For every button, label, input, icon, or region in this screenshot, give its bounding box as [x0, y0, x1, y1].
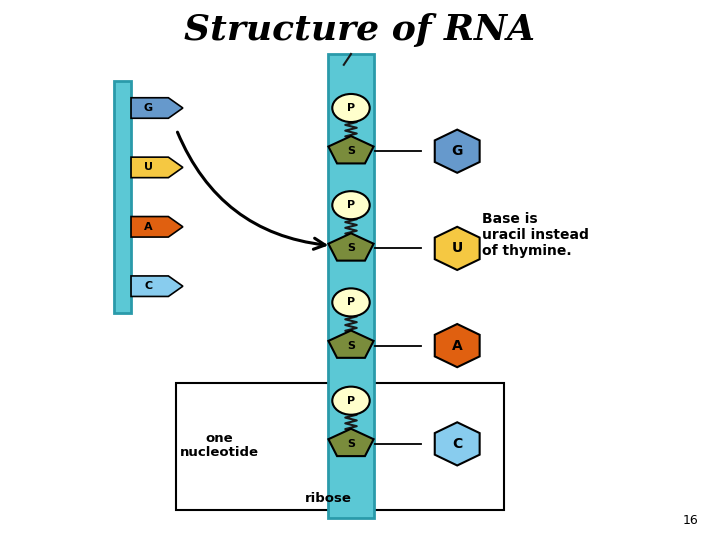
- Text: one
nucleotide: one nucleotide: [180, 431, 259, 460]
- Polygon shape: [131, 98, 183, 118]
- Text: S: S: [347, 439, 355, 449]
- Text: S: S: [347, 244, 355, 253]
- Bar: [328, 54, 374, 518]
- Circle shape: [333, 191, 370, 219]
- Text: P: P: [347, 103, 355, 113]
- Bar: [114, 81, 131, 313]
- Bar: [176, 383, 504, 510]
- Polygon shape: [435, 130, 480, 173]
- Text: P: P: [347, 298, 355, 307]
- Polygon shape: [131, 157, 183, 178]
- Circle shape: [333, 288, 370, 316]
- Circle shape: [333, 387, 370, 415]
- Polygon shape: [435, 227, 480, 270]
- Text: G: G: [451, 144, 463, 158]
- Text: P: P: [347, 396, 355, 406]
- Polygon shape: [131, 276, 183, 296]
- Text: C: C: [452, 437, 462, 451]
- Text: Base is
uracil instead
of thymine.: Base is uracil instead of thymine.: [482, 212, 589, 258]
- Text: U: U: [144, 163, 153, 172]
- Polygon shape: [328, 330, 374, 358]
- Text: S: S: [347, 341, 355, 350]
- Text: C: C: [144, 281, 152, 291]
- Text: P: P: [347, 200, 355, 210]
- Polygon shape: [328, 429, 374, 456]
- Text: 16: 16: [683, 514, 698, 526]
- Text: G: G: [143, 103, 153, 113]
- Text: A: A: [144, 222, 153, 232]
- Polygon shape: [328, 136, 374, 164]
- Text: ribose: ribose: [305, 492, 352, 505]
- Text: U: U: [451, 241, 463, 255]
- Text: S: S: [347, 146, 355, 156]
- Polygon shape: [328, 233, 374, 261]
- Polygon shape: [131, 217, 183, 237]
- Text: Structure of RNA: Structure of RNA: [184, 13, 536, 46]
- Polygon shape: [435, 422, 480, 465]
- Circle shape: [333, 94, 370, 122]
- Text: A: A: [452, 339, 462, 353]
- Polygon shape: [435, 324, 480, 367]
